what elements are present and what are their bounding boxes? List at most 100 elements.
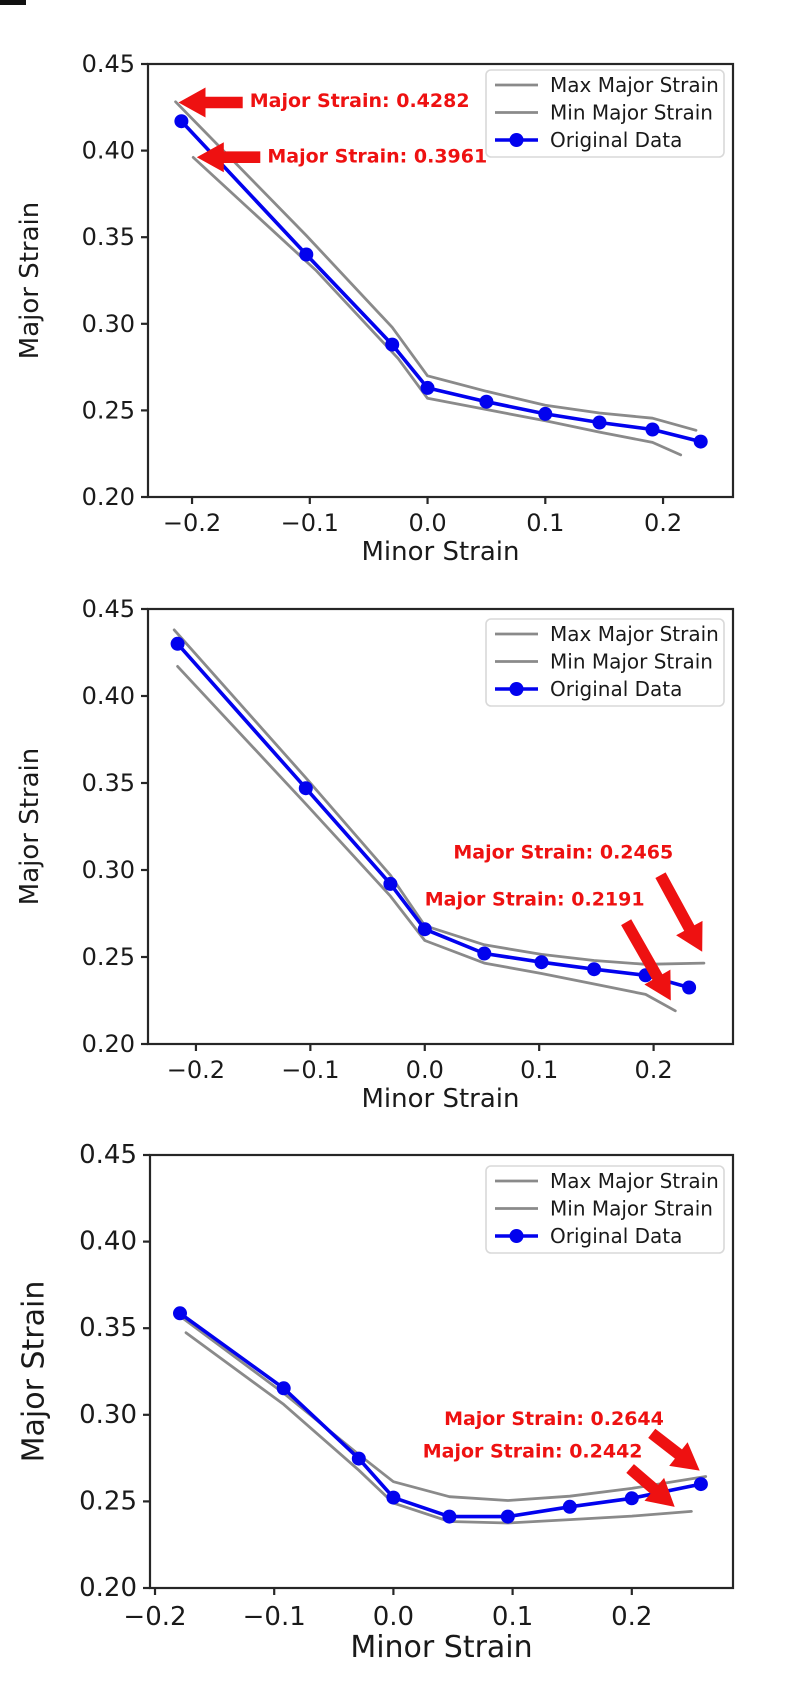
legend-entry-label: Min Major Strain (550, 1197, 713, 1221)
x-axis-label: Minor Strain (361, 1084, 519, 1114)
data-point-marker (383, 876, 398, 891)
data-point-marker (592, 415, 607, 430)
data-point-marker (173, 1306, 187, 1321)
legend-entry-label: Min Major Strain (550, 101, 713, 125)
annotation-label: Major Strain: 0.4282 (250, 90, 470, 112)
y-tick-label: 0.40 (82, 137, 135, 165)
x-axis: −0.2 −0.1 0.0 0.1 0.2 Minor Strain (163, 497, 682, 567)
legend-entry-min-major-strain: Min Major Strain (495, 650, 713, 674)
annotation-arrow (196, 142, 261, 173)
data-point-marker (276, 1381, 291, 1396)
axes-frame (148, 1153, 735, 1590)
x-tick-label: 0.1 (526, 509, 564, 537)
legend-entry-label: Max Major Strain (550, 1169, 719, 1193)
x-axis-label: Minor Strain (361, 537, 519, 567)
annotation-arrow (648, 1428, 700, 1471)
y-axis: 0.45 0.40 0.35 0.30 0.25 0.20 Major Strain (15, 50, 148, 511)
y-tick-label: 0.25 (82, 943, 135, 971)
annotation-arrow (178, 87, 243, 118)
x-tick-label: 0.0 (373, 1602, 414, 1632)
annotation: Major Strain: 0.2191 (425, 889, 671, 1001)
annotation-label: Major Strain: 0.3961 (267, 145, 487, 167)
x-tick-label: −0.2 (167, 1056, 225, 1084)
x-tick-label: 0.2 (635, 1056, 673, 1084)
series-original-data (174, 114, 708, 449)
data-point-marker (693, 434, 708, 449)
legend-entry-max-major-strain: Max Major Strain (495, 1169, 719, 1193)
y-tick-label: 0.40 (82, 682, 135, 710)
legend-entry-label: Original Data (550, 1224, 682, 1248)
x-axis: −0.2 −0.1 0.0 0.1 0.2 Minor Strain (123, 1588, 652, 1665)
annotation: Major Strain: 0.4282 (178, 87, 470, 118)
axes-frame (146, 62, 735, 499)
x-tick-label: 0.2 (644, 509, 682, 537)
annotation-arrow (621, 919, 671, 1001)
legend: Max Major Strain Min Major Strain Original… (485, 618, 725, 707)
y-tick-label: 0.45 (79, 1140, 137, 1170)
legend-entry-min-major-strain: Min Major Strain (495, 1197, 713, 1221)
legend: Max Major Strain Min Major Strain Original… (485, 1165, 725, 1254)
data-point-marker (174, 114, 189, 129)
data-point-marker (420, 380, 435, 395)
x-axis: −0.2 −0.1 0.0 0.1 0.2 Minor Strain (167, 1044, 673, 1114)
series-original-data (170, 636, 697, 995)
legend-marker-sample (509, 1229, 524, 1243)
y-axis: 0.45 0.40 0.35 0.30 0.25 0.20 Major Strain (15, 595, 148, 1058)
annotation: Major Strain: 0.2644 (444, 1408, 700, 1471)
data-point-marker (500, 1509, 515, 1524)
data-point-marker (417, 922, 432, 937)
y-tick-label: 0.40 (79, 1227, 137, 1257)
y-tick-label: 0.25 (82, 396, 135, 424)
data-point-marker (682, 980, 697, 995)
legend: Max Major Strain Min Major Strain Original… (485, 69, 725, 158)
annotation: Major Strain: 0.3961 (196, 142, 487, 173)
y-axis-label: Major Strain (15, 748, 45, 905)
data-point-marker (386, 1490, 401, 1505)
annotation-label: Major Strain: 0.2442 (423, 1441, 643, 1463)
annotation-label: Major Strain: 0.2191 (425, 889, 645, 911)
data-point-marker (385, 337, 400, 352)
annotation-label: Major Strain: 0.2644 (444, 1408, 664, 1430)
legend-entry-original-data: Original Data (495, 677, 682, 701)
annotation: Major Strain: 0.2442 (423, 1441, 675, 1507)
legend-box (485, 69, 725, 158)
y-tick-label: 0.35 (82, 769, 135, 797)
legend-entry-label: Max Major Strain (550, 622, 719, 646)
series-min-major-strain (191, 155, 683, 457)
data-point-marker (693, 1477, 708, 1492)
y-tick-label: 0.20 (82, 483, 135, 511)
y-tick-label: 0.20 (79, 1573, 137, 1603)
y-tick-label: 0.35 (79, 1313, 137, 1343)
x-tick-label: −0.2 (123, 1602, 186, 1632)
annotation-arrow (655, 872, 703, 952)
plot-2: −0.2 −0.1 0.0 0.1 0.2 Minor Strain 0.45 0.40 0.3… (15, 595, 735, 1114)
y-tick-label: 0.45 (82, 50, 135, 78)
data-point-marker (562, 1499, 577, 1514)
y-axis-label: Major Strain (17, 1281, 52, 1463)
legend-entry-label: Min Major Strain (550, 650, 713, 674)
x-tick-label: −0.1 (281, 509, 339, 537)
x-tick-label: 0.0 (408, 509, 446, 537)
legend-marker-sample (509, 133, 524, 147)
legend-box (485, 1165, 725, 1254)
y-tick-label: 0.30 (82, 310, 135, 338)
y-tick-label: 0.30 (79, 1400, 137, 1430)
data-point-marker (351, 1451, 366, 1466)
legend-entry-max-major-strain: Max Major Strain (495, 73, 719, 97)
data-point-marker (538, 406, 553, 421)
legend-entry-label: Max Major Strain (550, 73, 719, 97)
plot-1: −0.2 −0.1 0.0 0.1 0.2 Minor Strain 0.45 0.40 0.3… (15, 50, 735, 567)
y-tick-label: 0.45 (82, 595, 135, 623)
data-point-marker (587, 962, 602, 977)
data-point-marker (624, 1491, 639, 1506)
data-point-marker (477, 946, 492, 961)
annotation-arrow (626, 1464, 675, 1507)
legend-entry-original-data: Original Data (495, 1224, 682, 1248)
legend-entry-min-major-strain: Min Major Strain (495, 101, 713, 125)
series-min-major-strain (176, 665, 677, 1013)
legend-entry-original-data: Original Data (495, 128, 682, 152)
axes-frame (146, 607, 735, 1046)
data-point-marker (298, 781, 313, 796)
data-point-marker (299, 247, 314, 262)
